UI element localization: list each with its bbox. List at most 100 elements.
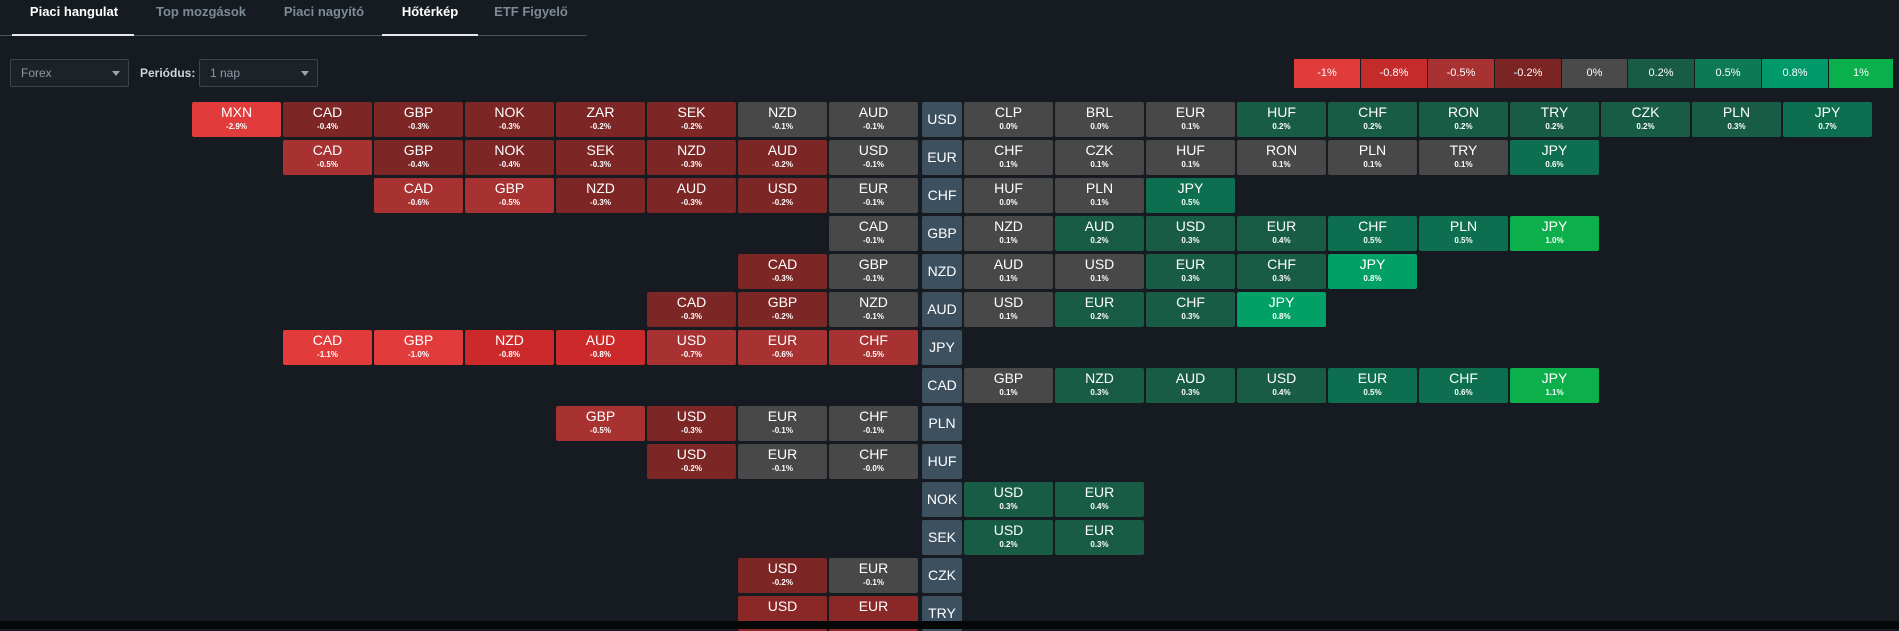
heatmap-cell[interactable]: JPY 1.1% <box>1510 368 1599 403</box>
heatmap-cell[interactable]: AUD 0.3% <box>1146 368 1235 403</box>
heatmap-cell[interactable]: NZD -0.3% <box>556 178 645 213</box>
heatmap-cell[interactable]: USD 0.1% <box>964 292 1053 327</box>
quote-currency-label: EUR <box>1266 218 1297 234</box>
heatmap-cell[interactable]: USD 0.3% <box>1146 216 1235 251</box>
tab-piaci-nagyito[interactable]: Piaci nagyító <box>283 4 365 19</box>
heatmap-cell[interactable]: USD 0.4% <box>1237 368 1326 403</box>
heatmap-cell[interactable]: GBP -0.5% <box>465 178 554 213</box>
heatmap-cell[interactable]: GBP -0.5% <box>556 406 645 441</box>
heatmap-cell[interactable]: USD -0.2% <box>738 558 827 593</box>
change-percent: -0.1% <box>772 122 793 131</box>
heatmap-cell[interactable]: EUR 0.4% <box>1237 216 1326 251</box>
heatmap-cell[interactable]: SEK -0.2% <box>647 102 736 137</box>
heatmap-cell[interactable]: AUD 0.1% <box>964 254 1053 289</box>
heatmap-cell[interactable]: USD 0.3% <box>964 482 1053 517</box>
heatmap-cell[interactable]: CAD -1.1% <box>283 330 372 365</box>
heatmap-cell[interactable]: HUF 0.1% <box>1146 140 1235 175</box>
tab-top-mozgasok[interactable]: Top mozgások <box>155 4 247 19</box>
heatmap-cell[interactable]: NZD 0.3% <box>1055 368 1144 403</box>
heatmap-cell[interactable]: NOK -0.3% <box>465 102 554 137</box>
heatmap-cell[interactable]: JPY 0.8% <box>1328 254 1417 289</box>
heatmap-cell[interactable]: RON 0.2% <box>1419 102 1508 137</box>
heatmap-cell[interactable]: EUR -0.1% <box>738 444 827 479</box>
heatmap-cell[interactable]: JPY 0.5% <box>1146 178 1235 213</box>
heatmap-cell[interactable]: CZK 0.2% <box>1601 102 1690 137</box>
heatmap-cell[interactable]: CAD -0.3% <box>738 254 827 289</box>
heatmap-cell[interactable]: EUR 0.5% <box>1328 368 1417 403</box>
tab-piaci-hangulat[interactable]: Piaci hangulat <box>29 4 119 19</box>
heatmap-cell[interactable]: SEK -0.3% <box>556 140 645 175</box>
market-select[interactable]: Forex <box>10 59 129 87</box>
heatmap-cell[interactable]: USD 0.1% <box>1055 254 1144 289</box>
heatmap-cell[interactable]: GBP -0.2% <box>738 292 827 327</box>
heatmap-cell[interactable]: EUR 0.3% <box>1055 520 1144 555</box>
heatmap-cell[interactable]: USD -0.1% <box>829 140 918 175</box>
heatmap-cell[interactable]: CAD -0.5% <box>283 140 372 175</box>
heatmap-cell[interactable]: GBP -0.4% <box>374 140 463 175</box>
heatmap-cell[interactable]: JPY 0.6% <box>1510 140 1599 175</box>
heatmap-cell[interactable]: EUR 0.1% <box>1146 102 1235 137</box>
heatmap-cell[interactable]: NZD -0.1% <box>829 292 918 327</box>
heatmap-cell[interactable]: CAD -0.3% <box>647 292 736 327</box>
heatmap-cell[interactable]: JPY 1.0% <box>1510 216 1599 251</box>
heatmap-cell[interactable]: NZD -0.1% <box>738 102 827 137</box>
period-select[interactable]: 1 nap <box>199 59 318 87</box>
tab-etf-figyelo[interactable]: ETF Figyelő <box>494 4 568 19</box>
heatmap-cell[interactable]: TRY 0.2% <box>1510 102 1599 137</box>
heatmap-cell[interactable]: AUD 0.2% <box>1055 216 1144 251</box>
heatmap-cell[interactable]: GBP -0.1% <box>829 254 918 289</box>
heatmap-cell[interactable]: CAD -0.4% <box>283 102 372 137</box>
heatmap-cell[interactable]: EUR 0.3% <box>1146 254 1235 289</box>
heatmap-cell[interactable]: EUR -0.1% <box>829 558 918 593</box>
heatmap-cell[interactable]: USD -0.2% <box>647 444 736 479</box>
heatmap-cell[interactable]: CHF 0.2% <box>1328 102 1417 137</box>
heatmap-cell[interactable]: PLN 0.5% <box>1419 216 1508 251</box>
heatmap-cell[interactable]: MXN -2.9% <box>192 102 281 137</box>
heatmap-cell[interactable]: CAD -0.1% <box>829 216 918 251</box>
change-percent: 0.4% <box>1272 236 1291 245</box>
heatmap-cell[interactable]: CHF 0.3% <box>1237 254 1326 289</box>
heatmap-cell[interactable]: CZK 0.1% <box>1055 140 1144 175</box>
heatmap-cell[interactable]: AUD -0.3% <box>647 178 736 213</box>
heatmap-cell[interactable]: CHF 0.1% <box>964 140 1053 175</box>
heatmap-cell[interactable]: NOK -0.4% <box>465 140 554 175</box>
heatmap-cell[interactable]: PLN 0.1% <box>1055 178 1144 213</box>
heatmap-cell[interactable]: CHF -0.0% <box>829 444 918 479</box>
heatmap-cell[interactable]: EUR -0.6% <box>738 330 827 365</box>
heatmap-cell[interactable]: AUD -0.8% <box>556 330 645 365</box>
heatmap-cell[interactable]: JPY 0.7% <box>1783 102 1872 137</box>
heatmap-cell[interactable]: CHF 0.5% <box>1328 216 1417 251</box>
heatmap-cell[interactable]: CLP 0.0% <box>964 102 1053 137</box>
heatmap-cell[interactable]: EUR 0.2% <box>1055 292 1144 327</box>
heatmap-cell[interactable]: EUR 0.4% <box>1055 482 1144 517</box>
heatmap-cell[interactable]: USD -0.2% <box>738 178 827 213</box>
heatmap-cell[interactable]: USD -0.7% <box>647 330 736 365</box>
heatmap-cell[interactable]: CHF 0.6% <box>1419 368 1508 403</box>
heatmap-cell[interactable]: AUD -0.2% <box>738 140 827 175</box>
heatmap-cell[interactable]: GBP -1.0% <box>374 330 463 365</box>
heatmap-cell[interactable]: HUF 0.2% <box>1237 102 1326 137</box>
heatmap-cell[interactable]: NZD -0.3% <box>647 140 736 175</box>
tab-hoterkep[interactable]: Hőtérkép <box>401 4 459 19</box>
heatmap-cell[interactable]: GBP 0.1% <box>964 368 1053 403</box>
heatmap-cell[interactable]: CAD -0.6% <box>374 178 463 213</box>
heatmap-cell[interactable]: GBP -0.3% <box>374 102 463 137</box>
heatmap-cell[interactable]: RON 0.1% <box>1237 140 1326 175</box>
heatmap-cell[interactable]: AUD -0.1% <box>829 102 918 137</box>
heatmap-cell[interactable]: PLN 0.1% <box>1328 140 1417 175</box>
heatmap-cell[interactable]: BRL 0.0% <box>1055 102 1144 137</box>
heatmap-cell[interactable]: EUR -0.1% <box>829 178 918 213</box>
heatmap-cell[interactable]: HUF 0.0% <box>964 178 1053 213</box>
heatmap-cell[interactable]: NZD -0.8% <box>465 330 554 365</box>
heatmap-cell[interactable]: CHF 0.3% <box>1146 292 1235 327</box>
heatmap-cell[interactable]: JPY 0.8% <box>1237 292 1326 327</box>
heatmap-cell[interactable]: NZD 0.1% <box>964 216 1053 251</box>
heatmap-cell[interactable]: USD -0.3% <box>647 406 736 441</box>
heatmap-cell[interactable]: ZAR -0.2% <box>556 102 645 137</box>
heatmap-cell[interactable]: TRY 0.1% <box>1419 140 1508 175</box>
heatmap-cell[interactable]: CHF -0.5% <box>829 330 918 365</box>
heatmap-cell[interactable]: USD 0.2% <box>964 520 1053 555</box>
heatmap-cell[interactable]: CHF -0.1% <box>829 406 918 441</box>
heatmap-cell[interactable]: PLN 0.3% <box>1692 102 1781 137</box>
heatmap-cell[interactable]: EUR -0.1% <box>738 406 827 441</box>
